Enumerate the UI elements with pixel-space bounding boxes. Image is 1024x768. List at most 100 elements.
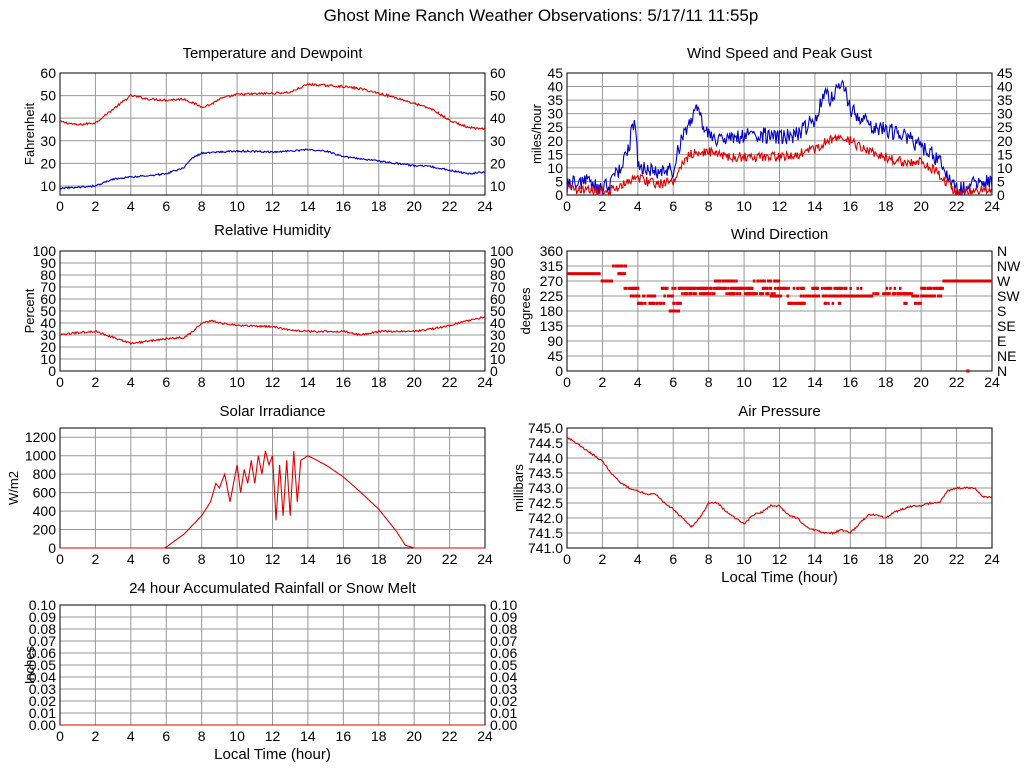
right-tick-label: 0.09 (490, 609, 517, 625)
y-tick-label: 45 (547, 65, 563, 81)
x-tick-label: 18 (878, 551, 894, 567)
x-tick-label: 18 (878, 374, 894, 390)
x-tick-label: 16 (336, 374, 352, 390)
x-tick-label: 6 (162, 374, 170, 390)
wind-direction-mark (720, 286, 723, 290)
wind-direction-mark (838, 301, 842, 305)
wind-direction-mark (829, 286, 833, 290)
y-tick-label: 0.05 (29, 657, 56, 673)
plot-frame (566, 250, 993, 372)
y-tick-label: 50 (40, 88, 56, 104)
x-tick-label: 16 (336, 551, 352, 567)
x-tick-label: 20 (406, 374, 422, 390)
wind-direction-mark (659, 301, 663, 305)
y-axis-label: W/m2 (6, 471, 21, 505)
x-tick-label: 4 (634, 551, 642, 567)
wind-direction-mark (766, 292, 770, 296)
right-tick-label: 10 (490, 351, 506, 367)
right-tick-label: 5 (997, 173, 1005, 189)
x-tick-label: 18 (371, 728, 387, 744)
y-tick-label: 743.5 (528, 465, 563, 481)
chart-grid (59, 604, 486, 726)
x-tick-label: 6 (162, 728, 170, 744)
x-tick-label: 8 (705, 551, 713, 567)
x-axis-label: Local Time (hour) (214, 746, 331, 763)
x-tick-label: 16 (336, 728, 352, 744)
y-tick-label: 0.03 (29, 681, 56, 697)
x-tick-label: 0 (56, 198, 64, 214)
wind-direction-mark (886, 292, 890, 296)
x-tick-label: 10 (736, 198, 752, 214)
wind-direction-mark (773, 279, 776, 283)
wind-direction-mark (649, 301, 652, 305)
chart-title: Temperature and Dewpoint (182, 45, 363, 62)
wind-direction-mark (791, 301, 795, 305)
wind-direction-mark (761, 279, 765, 283)
wind-direction-mark (661, 286, 665, 290)
x-tick-label: 12 (265, 728, 281, 744)
right-tick-label: 0.02 (490, 693, 517, 709)
wind-direction-mark (898, 292, 902, 296)
wind-direction-mark (844, 286, 848, 290)
wind-direction-mark (859, 286, 863, 290)
x-tick-label: 24 (984, 198, 1000, 214)
x-tick-label: 20 (913, 551, 929, 567)
wind-direction-mark (773, 292, 776, 296)
right-tick-label: S (997, 303, 1006, 319)
wind-direction-mark (825, 294, 828, 298)
wind-direction-mark (771, 294, 774, 298)
y-tick-label: 600 (33, 485, 57, 501)
right-tick-label: 0.03 (490, 681, 517, 697)
wind-direction-mark (867, 294, 871, 298)
right-tick-label: 20 (490, 155, 506, 171)
x-tick-label: 16 (336, 198, 352, 214)
y-tick-label: 225 (540, 288, 564, 304)
right-tick-label: 0 (490, 363, 498, 379)
plot-frame (59, 72, 486, 196)
wind-direction-mark (806, 294, 810, 298)
y-tick-label: 1000 (25, 448, 56, 464)
wind-direction-mark (621, 272, 625, 276)
y-tick-label: 80 (40, 267, 56, 283)
wind-direction-mark (848, 294, 851, 298)
x-tick-label: 2 (92, 551, 100, 567)
chart-grid (566, 427, 993, 549)
y-tick-label: 360 (540, 243, 564, 259)
wind-direction-mark (888, 292, 891, 296)
wind-direction-mark (733, 292, 736, 296)
x-tick-label: 8 (198, 374, 206, 390)
wind-direction-mark (651, 294, 655, 298)
y-tick-label: 744.0 (528, 450, 563, 466)
chart-title: Wind Direction (731, 226, 829, 243)
x-tick-label: 4 (634, 374, 642, 390)
x-tick-label: 10 (736, 551, 752, 567)
wind-direction-mark (695, 286, 698, 290)
x-tick-label: 6 (669, 551, 677, 567)
right-tick-label: 80 (490, 267, 506, 283)
wind-direction-mark (692, 292, 696, 296)
wind-direction-mark (939, 294, 943, 298)
x-tick-label: 24 (477, 728, 493, 744)
right-tick-label: 60 (490, 65, 506, 81)
x-tick-label: 22 (442, 551, 458, 567)
x-tick-label: 4 (127, 198, 135, 214)
wind-direction-mark (738, 292, 742, 296)
x-axis-label: Local Time (hour) (721, 569, 838, 586)
x-tick-label: 8 (198, 198, 206, 214)
x-tick-label: 20 (406, 728, 422, 744)
x-tick-label: 2 (92, 374, 100, 390)
right-tick-label: 10 (490, 178, 506, 194)
wind-direction-mark (735, 279, 738, 283)
y-tick-label: 20 (40, 339, 56, 355)
wind-direction-mark (694, 292, 697, 296)
wind-direction-mark (905, 301, 908, 305)
wind-direction-mark (774, 279, 778, 283)
y-tick-label: 741.5 (528, 525, 563, 541)
x-tick-label: 10 (229, 198, 245, 214)
series-peak-gust (566, 79, 993, 197)
series-solar-irradiance (60, 450, 485, 549)
wind-direction-mark (704, 292, 707, 296)
